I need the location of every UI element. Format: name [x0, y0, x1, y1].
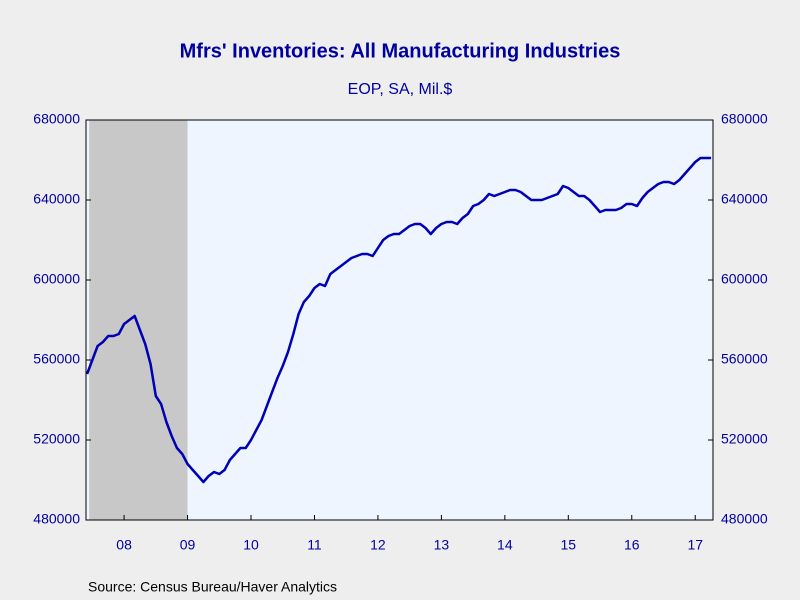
y2-tick-label: 640000 — [721, 191, 768, 207]
x-tick-label: 11 — [307, 537, 322, 553]
y-tick-label: 600000 — [33, 271, 80, 287]
data-line — [85, 156, 712, 484]
chart-title: Mfrs' Inventories: All Manufacturing Ind… — [180, 40, 621, 62]
y-tick-label: 640000 — [33, 191, 80, 207]
y2-tick-label: 680000 — [721, 111, 768, 127]
chart-subtitle: EOP, SA, Mil.$ — [348, 81, 453, 98]
x-tick-label: 12 — [370, 537, 386, 553]
x-tick-label: 09 — [180, 537, 196, 553]
y-tick-label: 520000 — [33, 431, 80, 447]
plot-area — [86, 120, 713, 520]
y2-tick-label: 600000 — [721, 271, 768, 287]
x-tick-label: 10 — [243, 537, 259, 553]
x-tick-label: 08 — [116, 537, 132, 553]
y-tick-label: 680000 — [33, 111, 80, 127]
y2-tick-label: 480000 — [721, 511, 768, 527]
y-tick-label: 560000 — [33, 351, 80, 367]
recession-band — [89, 120, 188, 520]
x-tick-label: 15 — [561, 537, 577, 553]
x-tick-label: 17 — [687, 537, 703, 553]
y-tick-label: 480000 — [33, 511, 80, 527]
x-tick-label: 14 — [497, 537, 513, 553]
source-note: Source: Census Bureau/Haver Analytics — [88, 579, 337, 595]
y2-tick-label: 520000 — [721, 431, 768, 447]
y2-tick-label: 560000 — [721, 351, 768, 367]
plot-border — [85, 119, 714, 521]
x-tick-label: 13 — [434, 537, 450, 553]
x-tick-label: 16 — [624, 537, 640, 553]
